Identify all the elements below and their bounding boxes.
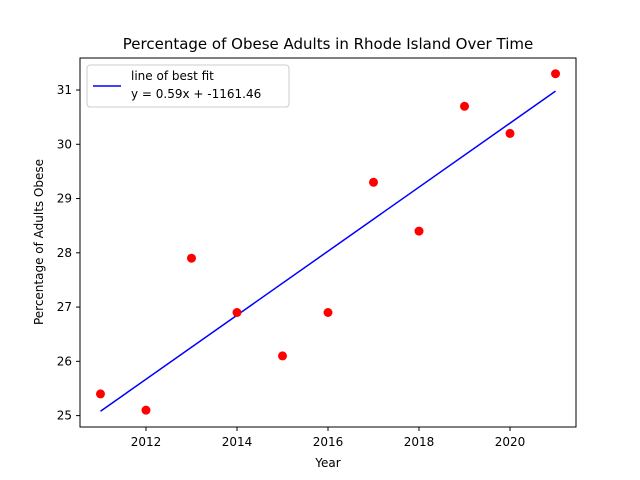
x-tick-label: 2016	[313, 435, 344, 449]
chart-title: Percentage of Obese Adults in Rhode Isla…	[123, 35, 533, 53]
x-tick-label: 2012	[131, 435, 162, 449]
scatter-points-layer	[95, 69, 561, 415]
y-tick-label: 30	[57, 137, 72, 151]
y-axis-ticks: 25 26 27 28 29 30 31	[57, 83, 80, 423]
y-tick-label: 25	[57, 409, 72, 423]
y-axis-label: Percentage of Adults Obese	[32, 159, 46, 325]
data-point	[141, 405, 151, 415]
data-point	[414, 226, 424, 236]
data-point	[323, 308, 333, 318]
legend-label: line of best fit	[131, 69, 214, 83]
legend: line of best fit y = 0.59x + -1161.46	[86, 64, 290, 108]
data-point	[277, 351, 287, 361]
x-axis-ticks: 2012 2014 2016 2018 2020	[131, 427, 526, 449]
x-tick-label: 2020	[495, 435, 526, 449]
fit-line-layer	[100, 90, 556, 412]
data-point	[95, 389, 105, 399]
y-tick-label: 29	[57, 192, 72, 206]
data-point	[369, 177, 379, 187]
x-tick-label: 2018	[404, 435, 435, 449]
data-point	[460, 101, 470, 111]
y-tick-label: 28	[57, 246, 72, 260]
data-point	[505, 128, 515, 138]
data-point	[551, 69, 561, 79]
legend-equation: y = 0.59x + -1161.46	[131, 87, 261, 101]
y-tick-label: 26	[57, 354, 72, 368]
legend-box	[86, 64, 290, 108]
y-tick-label: 27	[57, 300, 72, 314]
data-point	[186, 253, 196, 263]
best-fit-line	[100, 90, 556, 412]
data-point	[232, 308, 242, 318]
x-tick-label: 2014	[222, 435, 253, 449]
y-tick-label: 31	[57, 83, 72, 97]
x-axis-label: Year	[314, 456, 340, 470]
